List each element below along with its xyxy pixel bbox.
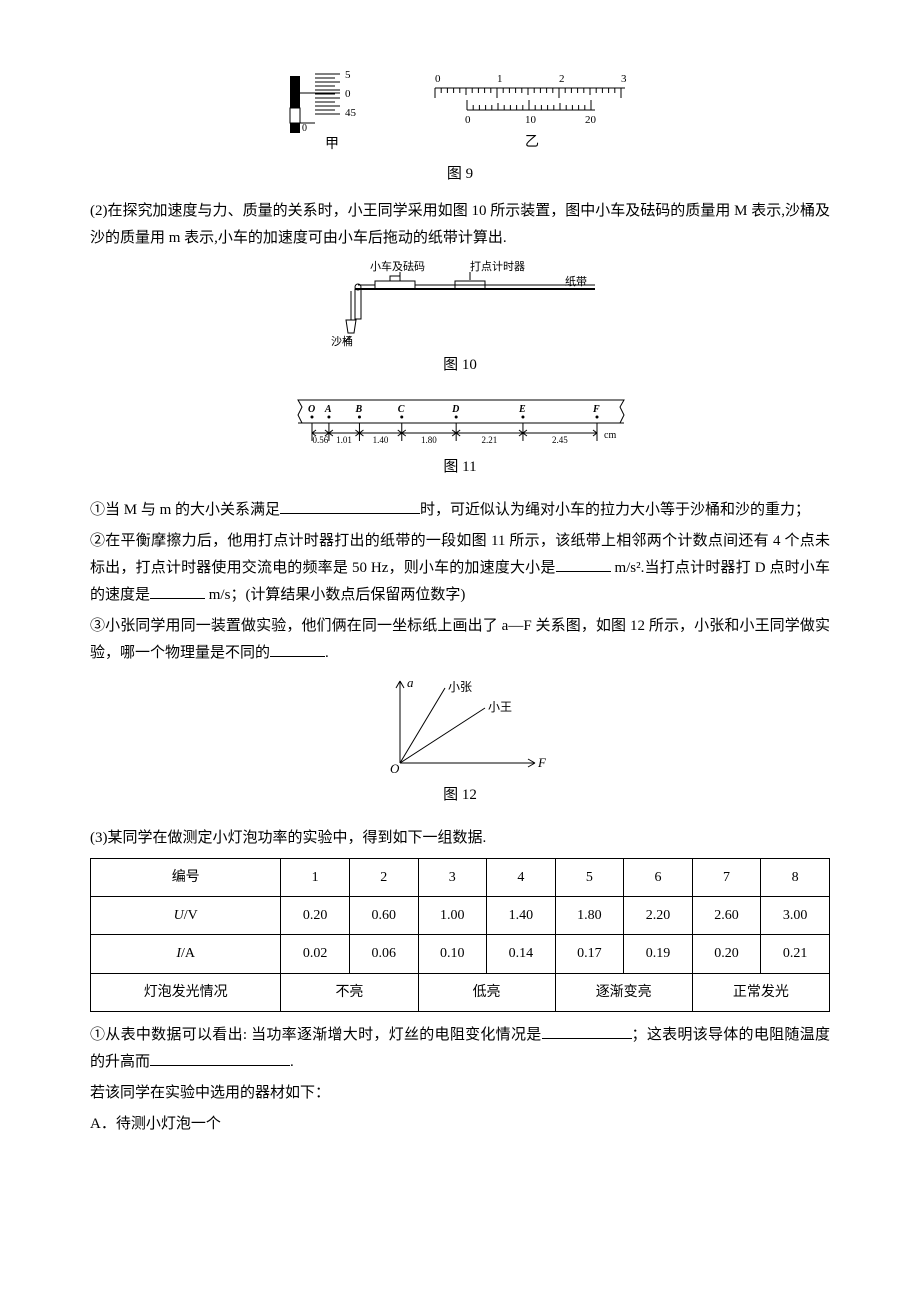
figure-9: 0 5 0 45 甲 0 1 2 3 0 10 20 乙 bbox=[90, 68, 830, 153]
svg-text:C: C bbox=[398, 404, 405, 415]
question-2-1: ①当 M 与 m 的大小关系满足 时，可近似认为绳对小车的拉力大小等于沙桶和沙的重… bbox=[90, 497, 830, 524]
table-header: 编号 bbox=[91, 859, 281, 897]
section-2-intro: (2)在探究加速度与力、质量的关系时，小王同学采用如图 10 所示装置，图中小车… bbox=[90, 198, 830, 252]
blank-temp bbox=[150, 1050, 290, 1066]
svg-text:20: 20 bbox=[585, 114, 597, 126]
blank-velocity bbox=[150, 583, 205, 599]
svg-text:1.80: 1.80 bbox=[421, 435, 437, 445]
svg-text:1: 1 bbox=[497, 73, 503, 85]
svg-text:2.45: 2.45 bbox=[552, 435, 568, 445]
section-3-rest1: 若该同学在实验中选用的器材如下： bbox=[90, 1080, 830, 1107]
svg-text:小张: 小张 bbox=[448, 680, 472, 694]
table-header-row: 编号 1 2 3 4 5 6 7 8 bbox=[91, 859, 830, 897]
figure-11-caption: 图 11 bbox=[443, 454, 476, 481]
table-header: 6 bbox=[624, 859, 693, 897]
section-3-rest2: A．待测小灯泡一个 bbox=[90, 1111, 830, 1138]
table-header: 3 bbox=[418, 859, 487, 897]
svg-text:O: O bbox=[390, 761, 400, 776]
svg-text:2: 2 bbox=[559, 73, 565, 85]
svg-text:0: 0 bbox=[345, 88, 351, 100]
section-3-intro: (3)某同学在做测定小灯泡功率的实验中，得到如下一组数据. bbox=[90, 825, 830, 852]
svg-text:纸带: 纸带 bbox=[565, 275, 587, 288]
svg-text:10: 10 bbox=[525, 114, 537, 126]
table-header: 8 bbox=[761, 859, 830, 897]
svg-text:乙: 乙 bbox=[525, 134, 539, 150]
svg-text:D: D bbox=[451, 404, 459, 415]
svg-text:F: F bbox=[592, 404, 600, 415]
svg-text:0: 0 bbox=[465, 114, 471, 126]
figure-10: 小车及砝码 打点计时器 纸带 沙桶 图 10 bbox=[90, 258, 830, 389]
question-3-1: ①从表中数据可以看出: 当功率逐渐增大时，灯丝的电阻变化情况是；这表明该导体的电… bbox=[90, 1022, 830, 1076]
svg-text:cm: cm bbox=[604, 430, 616, 441]
blank-quantity bbox=[270, 641, 325, 657]
micrometer-gauge: 0 5 0 45 甲 bbox=[285, 68, 395, 153]
svg-text:3: 3 bbox=[621, 73, 627, 85]
data-table: 编号 1 2 3 4 5 6 7 8 U/V 0.200.60 1.001.40… bbox=[90, 858, 830, 1012]
table-header: 7 bbox=[692, 859, 761, 897]
svg-text:45: 45 bbox=[345, 107, 357, 119]
q2-unit2: m/s；(计算结果小数点后保留两位数字) bbox=[209, 587, 466, 603]
blank-accel bbox=[556, 556, 611, 572]
figure-12-caption: 图 12 bbox=[443, 782, 477, 809]
table-header: 2 bbox=[349, 859, 418, 897]
svg-text:0: 0 bbox=[435, 73, 441, 85]
figure-9-caption: 图 9 bbox=[90, 161, 830, 188]
table-header: 1 bbox=[281, 859, 350, 897]
svg-text:A: A bbox=[324, 404, 332, 415]
svg-text:0.56: 0.56 bbox=[312, 435, 328, 445]
svg-text:5: 5 bbox=[345, 69, 351, 81]
q31a: ①从表中数据可以看出: 当功率逐渐增大时，灯丝的电阻变化情况是 bbox=[90, 1027, 542, 1043]
blank-condition bbox=[280, 498, 420, 514]
blank-resistance bbox=[542, 1023, 632, 1039]
svg-text:E: E bbox=[518, 404, 526, 415]
svg-text:小王: 小王 bbox=[488, 700, 512, 714]
table-row: 灯泡发光情况 不亮 低亮 逐渐变亮 正常发光 bbox=[91, 973, 830, 1011]
svg-text:0: 0 bbox=[302, 123, 307, 134]
question-2-2: ②在平衡摩擦力后，他用打点计时器打出的纸带的一段如图 11 所示，该纸带上相邻两… bbox=[90, 528, 830, 609]
figure-11: OA B C D E F 0.56 1.01 1.40 1.80 2.21 2.45 cm 图 11 bbox=[90, 395, 830, 491]
table-header: 4 bbox=[487, 859, 556, 897]
svg-text:甲: 甲 bbox=[325, 137, 339, 152]
vernier-scale: 0 1 2 3 0 10 20 乙 bbox=[425, 68, 635, 153]
figure-10-caption: 图 10 bbox=[443, 352, 477, 379]
table-row: I/A 0.020.06 0.100.14 0.170.19 0.200.21 bbox=[91, 935, 830, 973]
svg-text:O: O bbox=[308, 404, 315, 415]
svg-text:F: F bbox=[537, 755, 547, 770]
svg-text:B: B bbox=[354, 404, 362, 415]
svg-text:1.01: 1.01 bbox=[336, 435, 352, 445]
q31c: . bbox=[290, 1054, 294, 1070]
svg-text:2.21: 2.21 bbox=[482, 435, 498, 445]
svg-text:打点计时器: 打点计时器 bbox=[470, 259, 525, 273]
q1-text: ①当 M 与 m 的大小关系满足 bbox=[90, 502, 280, 518]
q1-tail: 时，可近似认为绳对小车的拉力大小等于沙桶和沙的重力； bbox=[420, 502, 810, 518]
q3-text: ③小张同学用同一装置做实验，他们俩在同一坐标纸上画出了 a—F 关系图，如图 1… bbox=[90, 618, 830, 661]
svg-text:1.40: 1.40 bbox=[373, 435, 389, 445]
table-header: 5 bbox=[555, 859, 624, 897]
table-row: U/V 0.200.60 1.001.40 1.802.20 2.603.00 bbox=[91, 897, 830, 935]
q3-tail: . bbox=[325, 645, 329, 661]
question-2-3: ③小张同学用同一装置做实验，他们俩在同一坐标纸上画出了 a—F 关系图，如图 1… bbox=[90, 613, 830, 667]
figure-12: a F O 小张 小王 图 12 bbox=[90, 673, 830, 819]
svg-text:小车及砝码: 小车及砝码 bbox=[370, 259, 425, 273]
svg-text:a: a bbox=[407, 675, 414, 690]
